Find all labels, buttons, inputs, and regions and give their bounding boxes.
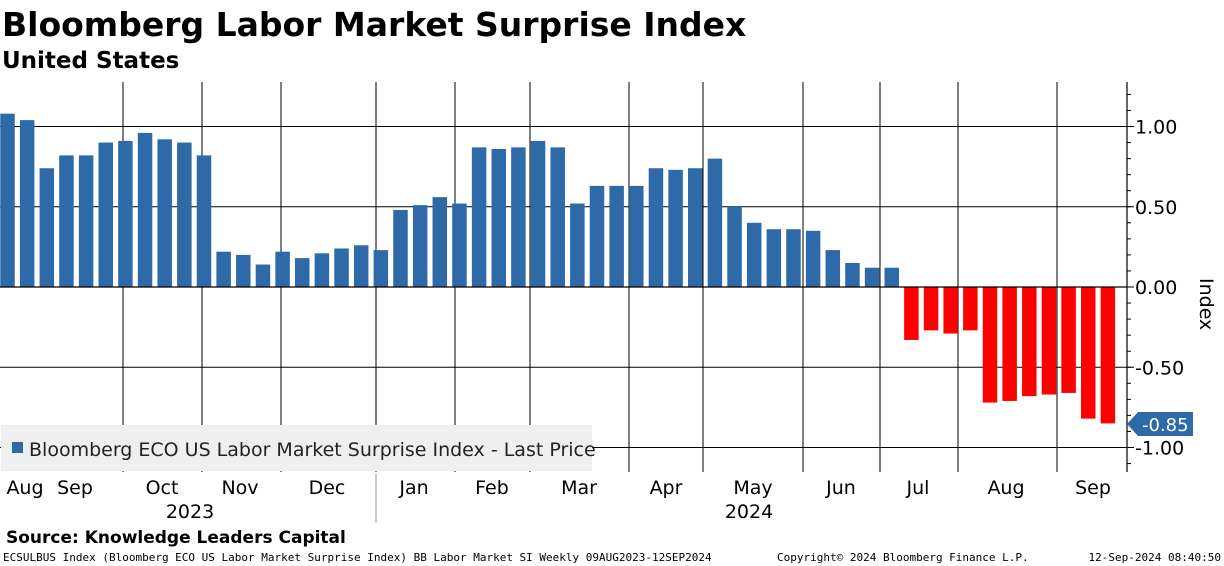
bar [39, 168, 55, 287]
bar [963, 287, 978, 331]
bar [334, 248, 349, 287]
legend: Bloomberg ECO US Labor Market Surprise I… [1, 425, 596, 471]
bar [511, 147, 526, 287]
source-note: Source: Knowledge Leaders Capital [6, 528, 346, 548]
bars [0, 113, 1116, 424]
bar [864, 267, 880, 287]
bar [707, 158, 723, 287]
bar [1002, 287, 1017, 401]
year-label: 2023 [166, 501, 214, 523]
bar [786, 229, 801, 287]
bar [1061, 287, 1076, 393]
y-tick-label: 0.50 [1135, 197, 1177, 219]
x-tick-label: Sep [1075, 477, 1111, 499]
bar [137, 132, 153, 287]
chart-title: Bloomberg Labor Market Surprise Index [2, 5, 746, 44]
bar [746, 222, 762, 287]
bar [1022, 287, 1037, 397]
bar [943, 287, 958, 334]
x-tick-label: Feb [475, 477, 509, 499]
bar [353, 245, 369, 287]
y-tick-label: -1.00 [1135, 438, 1184, 460]
plot-area [0, 82, 1128, 472]
bar [412, 205, 428, 287]
bar [884, 267, 899, 287]
bar [19, 120, 35, 287]
bar [727, 206, 742, 287]
bar [1100, 287, 1116, 424]
last-value-label: -0.85 [1142, 415, 1189, 436]
bar [471, 147, 487, 287]
x-tick-label: Sep [57, 477, 93, 499]
bar [648, 168, 664, 287]
bar [845, 262, 860, 287]
bar [766, 229, 782, 287]
bar [982, 287, 998, 403]
last-value-badge [1127, 412, 1193, 436]
legend-label: Bloomberg ECO US Labor Market Surprise I… [29, 439, 596, 461]
bar [295, 258, 310, 287]
y-tick-label: 0.00 [1135, 277, 1177, 299]
x-tick-label: Jun [825, 477, 856, 499]
bar [373, 250, 389, 287]
bar [98, 142, 113, 287]
bar [1081, 287, 1096, 419]
ticker-info: ECSULBUS Index (Bloomberg ECO US Labor M… [3, 551, 712, 564]
legend-swatch [12, 442, 23, 453]
bar [196, 155, 212, 287]
legend-box [1, 425, 592, 471]
bar [157, 139, 172, 287]
x-tick-label: Oct [146, 477, 179, 499]
bar [59, 155, 74, 287]
y-axis-label: Index [1195, 278, 1217, 330]
bar [0, 113, 15, 287]
bar [118, 140, 133, 287]
x-tick-label: May [733, 477, 772, 499]
bar [609, 185, 624, 287]
y-tick-label: 1.00 [1135, 117, 1177, 139]
x-tick-label: Apr [650, 477, 683, 499]
bar [216, 251, 231, 287]
bar [570, 203, 585, 287]
x-tick-label: Aug [987, 477, 1024, 499]
bar [805, 230, 821, 287]
bar [255, 264, 271, 287]
bar [668, 169, 683, 287]
bar [314, 253, 330, 287]
bar [432, 197, 448, 287]
bar [629, 185, 644, 287]
x-axis: Aug Sep Oct Nov Dec Jan Feb Mar Apr May Jun Jul Aug S… [6, 474, 1111, 523]
x-tick-label: Aug [6, 477, 43, 499]
bar [393, 209, 408, 287]
bar [550, 147, 565, 287]
y-axis: 1.00 0.50 0.00 -0.50 -1.00 [1127, 93, 1184, 465]
bar [688, 168, 703, 287]
bar [589, 185, 605, 287]
timestamp: 12-Sep-2024 08:40:50 [1089, 551, 1221, 564]
bar [275, 251, 290, 287]
copyright: Copyright© 2024 Bloomberg Finance L.P. [777, 551, 1029, 564]
x-tick-label: Dec [309, 477, 346, 499]
bar [530, 140, 546, 287]
bar [236, 254, 251, 287]
bar [1041, 287, 1057, 395]
x-tick-label: Mar [561, 477, 597, 499]
x-tick-label: Nov [221, 477, 258, 499]
bar [904, 287, 919, 340]
y-tick-label: -0.50 [1135, 357, 1184, 379]
year-label: 2024 [725, 501, 773, 523]
x-tick-label: Jan [398, 477, 428, 499]
bar [452, 203, 467, 287]
bar [491, 148, 506, 287]
chart-subtitle: United States [2, 48, 179, 74]
bar [825, 250, 841, 287]
x-tick-label: Jul [906, 477, 930, 499]
last-value-marker: -0.85 [1127, 412, 1193, 436]
bar [923, 287, 939, 331]
bar [78, 155, 94, 287]
bar [177, 142, 192, 287]
